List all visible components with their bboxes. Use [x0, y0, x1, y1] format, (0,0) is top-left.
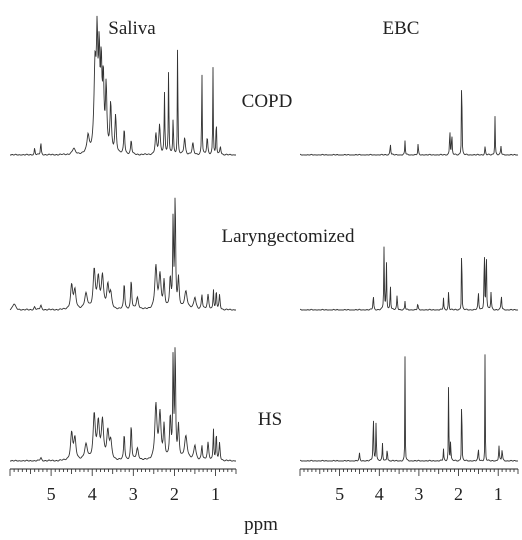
row-label-copd: COPD	[242, 91, 293, 112]
x-axis-label: ppm	[244, 514, 278, 535]
spectrum-saliva-copd	[10, 15, 236, 156]
x-tick-label-saliva: 4	[88, 484, 97, 504]
x-tick-label-ebc: 5	[335, 484, 344, 504]
spectrum-ebc-copd	[300, 90, 519, 156]
spectrum-saliva-laryngectomized	[9, 197, 236, 311]
spectrum-ebc-laryngectomized	[300, 246, 519, 311]
axes-layer: 5 4 3 2 1 5 4 3 2 1	[9, 468, 519, 504]
column-label-saliva: Saliva	[108, 18, 156, 39]
row-label-hs: HS	[258, 409, 282, 430]
x-tick-label-saliva: 3	[129, 484, 138, 504]
x-tick-label-ebc: 4	[375, 484, 384, 504]
x-tick-label-ebc: 2	[454, 484, 463, 504]
spectrum-saliva-hs	[10, 347, 236, 462]
x-tick-label-ebc: 1	[494, 484, 503, 504]
x-tick-label-saliva: 2	[170, 484, 179, 504]
column-label-ebc: EBC	[383, 18, 420, 39]
row-label-laryngectomized: Laryngectomized	[222, 226, 355, 247]
x-tick-label-ebc: 3	[414, 484, 423, 504]
spectra-layer	[9, 15, 519, 462]
x-tick-label-saliva: 5	[47, 484, 56, 504]
x-tick-label-saliva: 1	[211, 484, 220, 504]
spectrum-ebc-hs	[300, 354, 519, 462]
